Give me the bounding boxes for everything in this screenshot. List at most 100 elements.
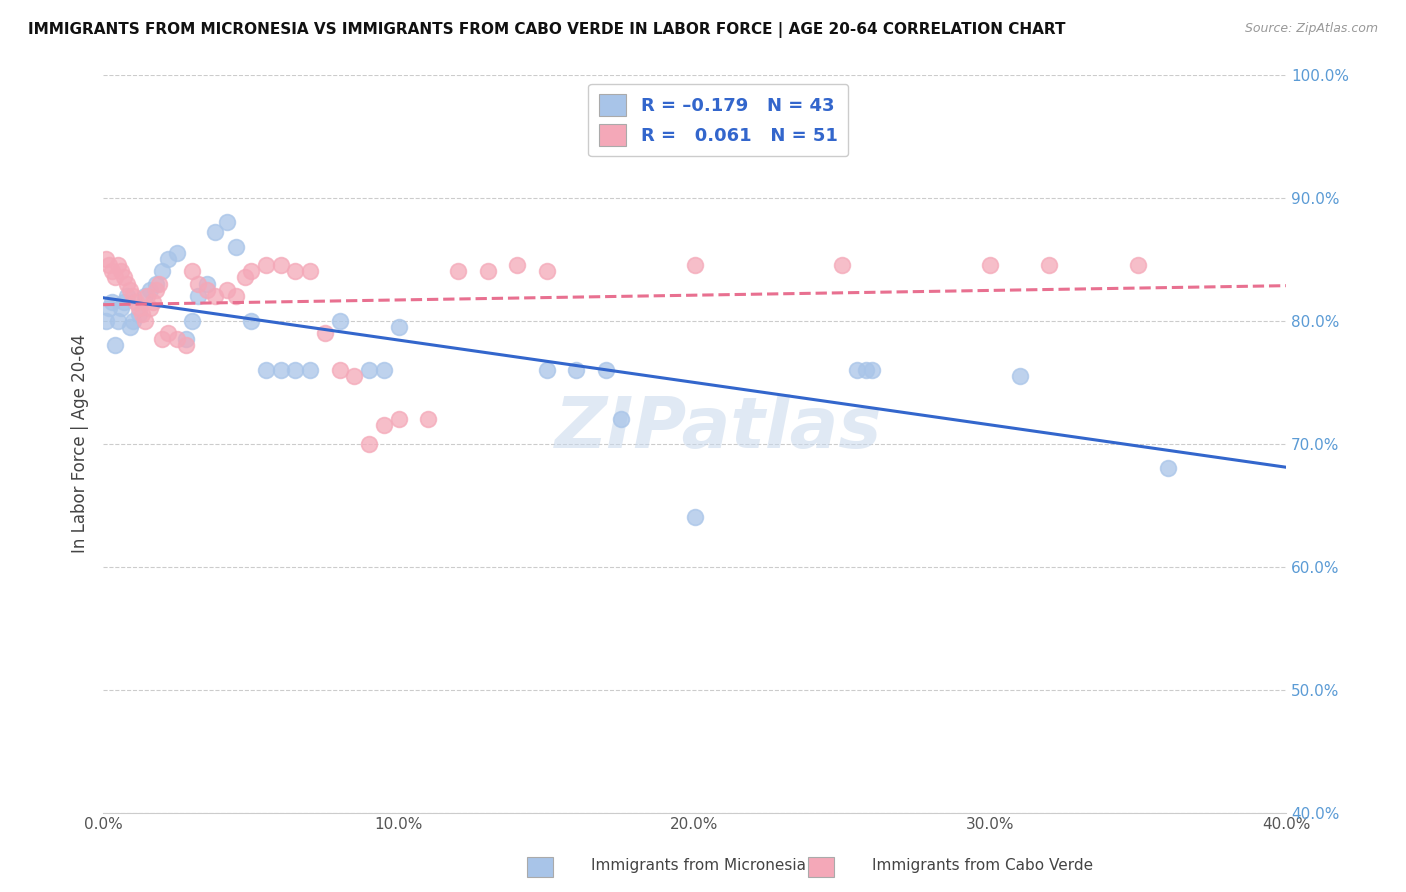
Point: [110, 301, 132, 316]
Legend: R = –0.179   N = 43, R =   0.061   N = 51: R = –0.179 N = 43, R = 0.061 N = 51: [588, 84, 848, 156]
Point: [166, 245, 188, 260]
Point: [112, 295, 135, 310]
Point: [447, 264, 470, 278]
Point: [506, 258, 529, 272]
Point: [104, 338, 127, 352]
Point: [388, 412, 411, 426]
Point: [240, 264, 263, 278]
Point: [233, 270, 256, 285]
Point: [683, 258, 706, 272]
Point: [855, 362, 877, 376]
Point: [860, 362, 883, 376]
Point: [979, 258, 1001, 272]
Point: [142, 295, 165, 310]
Point: [94, 252, 117, 266]
Point: [150, 264, 173, 278]
Point: [115, 277, 138, 291]
Point: [139, 283, 162, 297]
Text: Immigrants from Cabo Verde: Immigrants from Cabo Verde: [872, 858, 1092, 872]
Point: [1126, 258, 1149, 272]
Point: [145, 277, 167, 291]
Point: [225, 240, 247, 254]
Point: [1156, 461, 1178, 475]
Point: [145, 283, 167, 297]
Point: [204, 289, 226, 303]
Point: [329, 362, 352, 376]
Point: [166, 332, 188, 346]
Text: ZIPatlas: ZIPatlas: [554, 394, 882, 463]
Point: [314, 326, 336, 340]
Point: [595, 362, 617, 376]
Point: [284, 362, 307, 376]
Point: [174, 338, 197, 352]
Point: [217, 283, 239, 297]
Point: [128, 307, 150, 321]
Point: [94, 313, 117, 327]
Point: [128, 301, 150, 316]
Point: [98, 258, 121, 272]
Text: IMMIGRANTS FROM MICRONESIA VS IMMIGRANTS FROM CABO VERDE IN LABOR FORCE | AGE 20: IMMIGRANTS FROM MICRONESIA VS IMMIGRANTS…: [28, 22, 1066, 38]
Point: [270, 362, 292, 376]
Point: [101, 264, 124, 278]
Point: [180, 313, 202, 327]
Point: [1008, 368, 1031, 383]
Point: [1038, 258, 1060, 272]
Point: [270, 258, 292, 272]
Point: [112, 270, 135, 285]
Point: [134, 313, 156, 327]
Point: [225, 289, 247, 303]
Point: [536, 362, 558, 376]
Point: [846, 362, 869, 376]
Point: [180, 264, 202, 278]
Point: [329, 313, 352, 327]
Point: [115, 289, 138, 303]
Point: [683, 510, 706, 524]
Text: Source: ZipAtlas.com: Source: ZipAtlas.com: [1244, 22, 1378, 36]
Point: [150, 332, 173, 346]
Point: [139, 301, 162, 316]
Point: [118, 319, 141, 334]
Point: [359, 436, 381, 450]
Point: [284, 264, 307, 278]
Point: [118, 283, 141, 297]
Point: [195, 277, 218, 291]
Point: [254, 258, 277, 272]
Point: [134, 289, 156, 303]
Point: [299, 362, 322, 376]
Point: [110, 264, 132, 278]
Point: [136, 289, 159, 303]
Point: [187, 277, 209, 291]
Point: [157, 252, 180, 266]
Point: [388, 319, 411, 334]
Point: [124, 295, 146, 310]
Point: [536, 264, 558, 278]
Point: [121, 289, 143, 303]
Point: [254, 362, 277, 376]
Y-axis label: In Labor Force | Age 20-64: In Labor Force | Age 20-64: [72, 334, 89, 553]
Point: [240, 313, 263, 327]
Point: [609, 412, 631, 426]
Point: [343, 368, 366, 383]
Point: [195, 283, 218, 297]
Point: [359, 362, 381, 376]
Point: [217, 215, 239, 229]
Text: Immigrants from Micronesia: Immigrants from Micronesia: [591, 858, 806, 872]
Point: [418, 412, 440, 426]
Point: [373, 362, 395, 376]
Point: [104, 270, 127, 285]
Point: [121, 313, 143, 327]
Point: [204, 225, 226, 239]
Point: [565, 362, 588, 376]
Point: [101, 295, 124, 310]
Point: [131, 307, 153, 321]
Point: [174, 332, 197, 346]
Point: [831, 258, 853, 272]
Point: [157, 326, 180, 340]
Point: [107, 258, 129, 272]
Point: [107, 313, 129, 327]
Point: [98, 301, 121, 316]
Point: [299, 264, 322, 278]
Point: [373, 418, 395, 433]
Point: [477, 264, 499, 278]
Point: [187, 289, 209, 303]
